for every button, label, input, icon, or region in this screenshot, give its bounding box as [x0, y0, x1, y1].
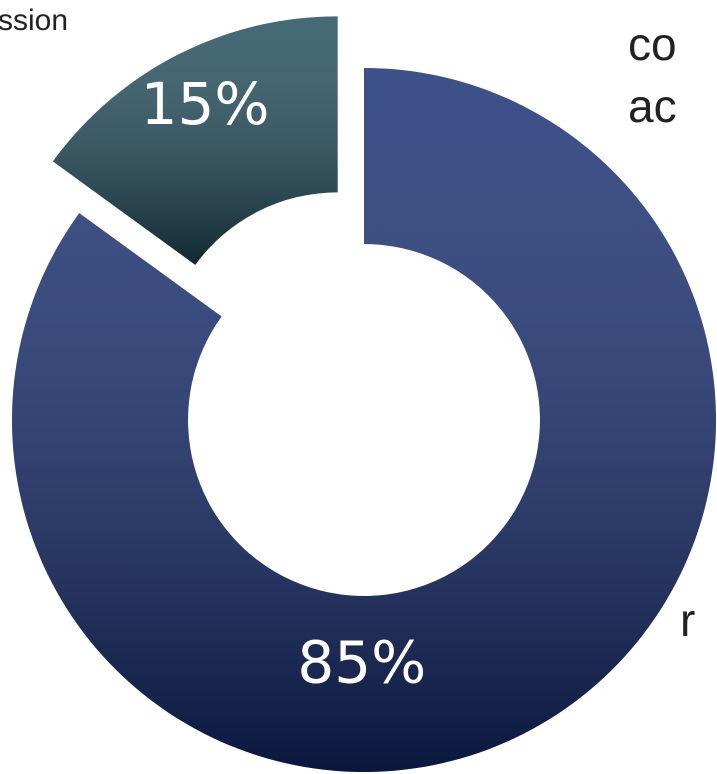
- annotation: ac: [628, 80, 677, 132]
- segment-shade: [52, 16, 338, 265]
- donut: 85% 15%: [11, 16, 717, 772]
- annotation: ssion: [0, 4, 68, 37]
- data-label: 15%: [141, 70, 270, 138]
- segment-shade: [11, 68, 717, 772]
- data-label: 85%: [297, 628, 426, 696]
- annotation: co: [628, 18, 677, 70]
- annotation: r: [680, 594, 695, 646]
